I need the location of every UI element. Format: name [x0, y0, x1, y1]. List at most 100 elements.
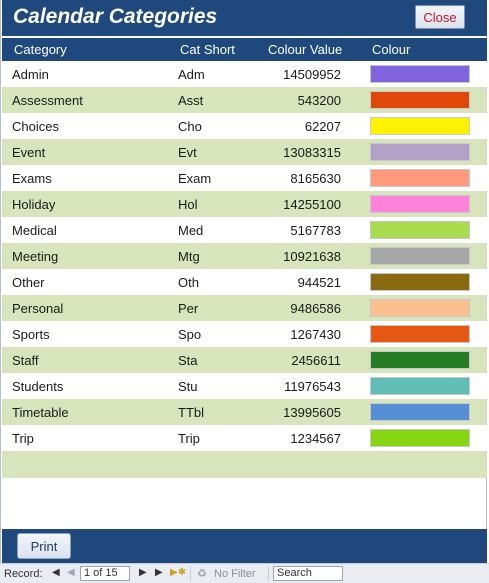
cell-colour-value[interactable]: 5167783 [290, 223, 341, 238]
cell-cat-short[interactable]: Exam [178, 171, 212, 186]
search-input[interactable]: Search [273, 566, 343, 581]
filter-icon: ♻ [197, 568, 207, 580]
table-row[interactable]: Meeting Mtg 10921638 [2, 243, 487, 269]
last-record-icon[interactable]: ▶ [155, 567, 163, 578]
cell-colour-value[interactable]: 11976543 [284, 379, 341, 394]
colour-swatch[interactable] [370, 195, 470, 213]
colour-swatch[interactable] [370, 273, 470, 291]
cell-colour-value[interactable]: 14255100 [283, 197, 341, 212]
first-record-icon[interactable]: ◀​ [52, 567, 60, 578]
cell-cat-short[interactable]: Hol [178, 197, 198, 212]
form-header: Calendar Categories Close [2, 0, 487, 36]
table-row[interactable]: Timetable TTbl 13995605 [2, 399, 487, 425]
table-row[interactable]: Sports Spo 1267430 [2, 321, 487, 347]
table-row[interactable]: Assessment Asst 543200 [2, 87, 487, 113]
form-title: Calendar Categories [13, 5, 218, 28]
cell-cat-short[interactable]: Cho [178, 119, 202, 134]
previous-record-icon[interactable]: ◀ [67, 567, 75, 578]
table-row[interactable]: Staff Sta 2456611 [2, 347, 487, 373]
table-row[interactable]: Students Stu 11976543 [2, 373, 487, 399]
table-row[interactable]: Medical Med 5167783 [2, 217, 487, 243]
cell-cat-short[interactable]: TTbl [178, 405, 204, 420]
colour-swatch[interactable] [370, 143, 470, 161]
table-row[interactable]: Event Evt 13083315 [2, 139, 487, 165]
colour-swatch[interactable] [370, 299, 470, 317]
colour-swatch[interactable] [370, 247, 470, 265]
cell-colour-value[interactable]: 1234567 [290, 431, 341, 446]
colour-swatch[interactable] [370, 91, 470, 109]
cell-cat-short[interactable]: Adm [178, 67, 205, 82]
cell-category[interactable]: Students [12, 379, 64, 394]
cell-cat-short[interactable]: Spo [178, 327, 202, 342]
cell-colour-value[interactable]: 62207 [304, 119, 341, 134]
table-row[interactable]: Exams Exam 8165630 [2, 165, 487, 191]
column-header-colour: Colour [372, 42, 411, 57]
cell-category[interactable]: Exams [12, 171, 52, 186]
cell-category[interactable]: Choices [12, 119, 59, 134]
column-header-colour-value: Colour Value [268, 42, 343, 57]
close-button[interactable]: Close [415, 5, 465, 29]
cell-category[interactable]: Other [12, 275, 45, 290]
column-header-row: Category Cat Short Colour Value Colour [2, 38, 487, 61]
form-footer: Print [2, 529, 487, 563]
table-row[interactable]: Admin Adm 14509952 [2, 61, 487, 87]
cell-colour-value[interactable]: 543200 [297, 93, 341, 108]
next-record-icon[interactable]: ▶ [139, 567, 147, 578]
cell-colour-value[interactable]: 10921638 [283, 249, 341, 264]
table-row[interactable]: Trip Trip 1234567 [2, 425, 487, 451]
navigation-divider [190, 566, 191, 581]
table-row[interactable]: Personal Per 9486586 [2, 295, 487, 321]
cell-category[interactable]: Sports [12, 327, 50, 342]
cell-cat-short[interactable]: Stu [178, 379, 198, 394]
cell-cat-short[interactable]: Oth [178, 275, 199, 290]
new-record-row[interactable] [2, 451, 487, 478]
cell-cat-short[interactable]: Asst [178, 93, 204, 108]
cell-colour-value[interactable]: 944521 [297, 275, 341, 290]
cell-category[interactable]: Personal [12, 301, 64, 316]
colour-swatch[interactable] [370, 377, 470, 395]
cell-cat-short[interactable]: Sta [178, 353, 198, 368]
record-navigation-bar: Record: ◀​ ◀ 1 of 15 ▶ ▶ ▶✱ ♻ No Filter … [0, 563, 489, 583]
cell-colour-value[interactable]: 13995605 [283, 405, 341, 420]
cell-category[interactable]: Assessment [12, 93, 83, 108]
cell-cat-short[interactable]: Med [178, 223, 204, 238]
cell-category[interactable]: Admin [12, 67, 49, 82]
cell-colour-value[interactable]: 8165630 [290, 171, 341, 186]
cell-category[interactable]: Event [12, 145, 46, 160]
navigation-divider [268, 566, 269, 581]
column-header-category: Category [14, 42, 67, 57]
cell-category[interactable]: Holiday [12, 197, 56, 212]
current-record-field[interactable]: 1 of 15 [80, 566, 130, 581]
cell-colour-value[interactable]: 13083315 [283, 145, 341, 160]
colour-swatch[interactable] [370, 403, 470, 421]
cell-colour-value[interactable]: 1267430 [290, 327, 341, 342]
cell-category[interactable]: Meeting [12, 249, 59, 264]
colour-swatch[interactable] [370, 351, 470, 369]
cell-category[interactable]: Medical [12, 223, 57, 238]
cell-category[interactable]: Timetable [12, 405, 69, 420]
column-header-cat-short: Cat Short [180, 42, 235, 57]
record-label: Record: [4, 568, 43, 580]
colour-swatch[interactable] [370, 325, 470, 343]
colour-swatch[interactable] [370, 221, 470, 239]
no-filter-indicator[interactable]: No Filter [214, 568, 256, 580]
colour-swatch[interactable] [370, 65, 470, 83]
cell-colour-value[interactable]: 9486586 [290, 301, 341, 316]
table-row[interactable]: Other Oth 944521 [2, 269, 487, 295]
colour-swatch[interactable] [370, 429, 470, 447]
cell-colour-value[interactable]: 2456611 [291, 353, 341, 368]
colour-swatch[interactable] [370, 117, 470, 135]
cell-cat-short[interactable]: Per [178, 301, 199, 316]
cell-category[interactable]: Staff [12, 353, 39, 368]
cell-colour-value[interactable]: 14509952 [283, 67, 341, 82]
new-record-icon[interactable]: ▶✱ [170, 567, 187, 578]
cell-cat-short[interactable]: Mtg [178, 249, 200, 264]
cell-cat-short[interactable]: Evt [178, 145, 197, 160]
table-row[interactable]: Holiday Hol 14255100 [2, 191, 487, 217]
table-row[interactable]: Choices Cho 62207 [2, 113, 487, 139]
cell-category[interactable]: Trip [12, 431, 34, 446]
colour-swatch[interactable] [370, 169, 470, 187]
print-button[interactable]: Print [17, 533, 71, 559]
cell-cat-short[interactable]: Trip [178, 431, 200, 446]
